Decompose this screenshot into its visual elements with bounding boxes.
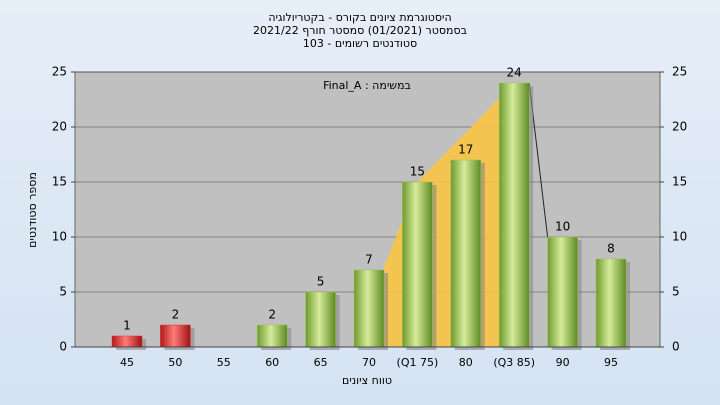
x-tick-label: (Q3 85) (493, 356, 535, 369)
x-tick-label: 70 (362, 356, 376, 369)
y2-tick-label: 5 (672, 285, 680, 299)
bar (498, 82, 530, 348)
chart-subtitle: סטודנטים רשומים - 103 (303, 37, 417, 50)
bar (595, 258, 627, 348)
y-tick-label: 10 (52, 230, 67, 244)
x-tick-label: 95 (604, 356, 618, 369)
data-label: 2 (172, 308, 180, 322)
bar (353, 269, 385, 348)
bar (305, 291, 336, 348)
data-label: 17 (458, 143, 473, 157)
x-tick-label: 80 (459, 356, 473, 369)
bar (111, 335, 143, 348)
x-tick-label: 50 (168, 356, 182, 369)
data-label: 15 (410, 165, 425, 179)
x-axis-label: טווח ציונים (342, 374, 392, 387)
y2-tick-label: 0 (672, 340, 680, 354)
bar (450, 159, 482, 348)
y-tick-label: 25 (52, 65, 67, 79)
y2-tick-label: 10 (672, 230, 687, 244)
data-label: 7 (365, 253, 373, 267)
y-tick-label: 15 (52, 175, 67, 189)
y-axis-label: מספר סטודנטים (26, 172, 39, 248)
y2-tick-label: 15 (672, 175, 687, 189)
bar (256, 324, 288, 348)
y-tick-label: 20 (52, 120, 67, 134)
data-label: 8 (607, 242, 615, 256)
data-label: 24 (507, 66, 522, 80)
x-tick-label: 45 (120, 356, 134, 369)
annotation: Final_A : במשימה (323, 79, 411, 92)
data-label: 1 (123, 319, 131, 333)
y2-tick-label: 20 (672, 120, 687, 134)
x-tick-label: 55 (217, 356, 231, 369)
x-tick-label: 60 (265, 356, 279, 369)
y-tick-label: 0 (59, 340, 67, 354)
data-label: 2 (268, 308, 276, 322)
bar (402, 181, 433, 348)
chart-subtitle: בסמסטר (01/2021) סמסטר חורף 2021/22 (253, 24, 467, 37)
y2-tick-label: 25 (672, 65, 687, 79)
x-tick-label: 90 (556, 356, 570, 369)
bar (547, 236, 578, 348)
data-label: 5 (317, 275, 325, 289)
chart-title: היסטוגרמת ציונים בקורס - בקטריולוגיה (268, 11, 451, 24)
y-tick-label: 5 (59, 285, 67, 299)
data-label: 10 (555, 220, 570, 234)
bar (160, 324, 191, 348)
x-tick-label: 65 (314, 356, 328, 369)
x-tick-label: (Q1 75) (397, 356, 439, 369)
